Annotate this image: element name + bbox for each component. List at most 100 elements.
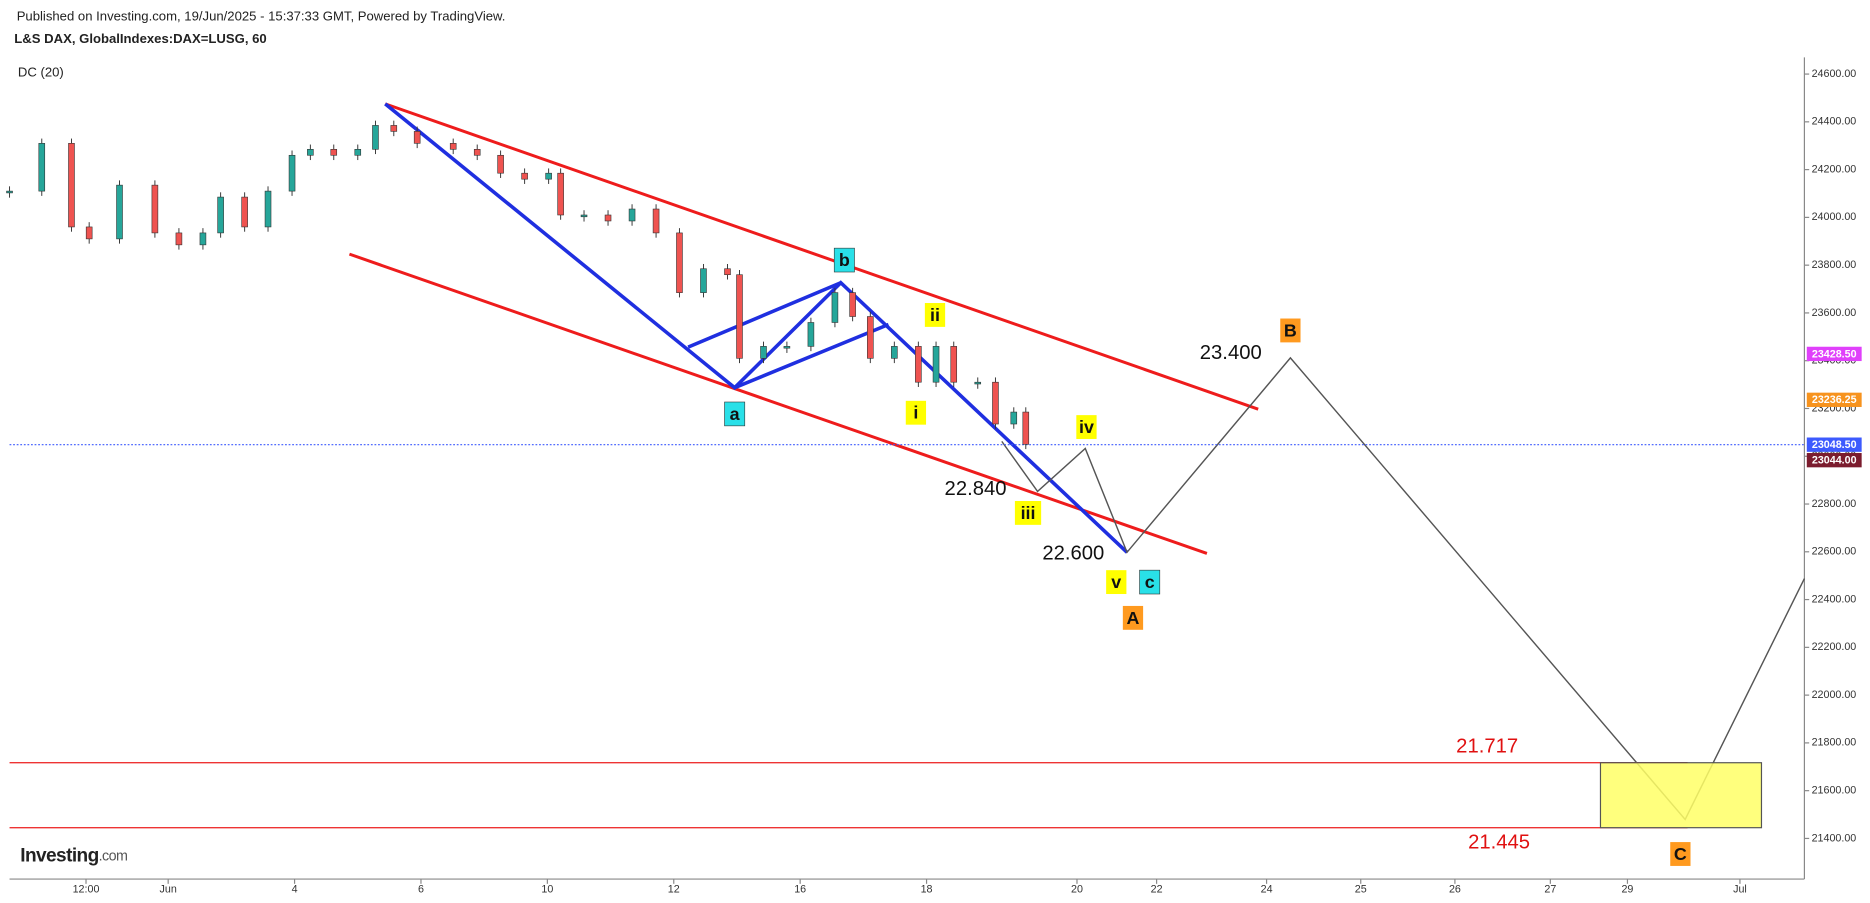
b-channel	[687, 281, 842, 349]
candle	[580, 214, 588, 218]
wave-label: iii	[1021, 503, 1036, 523]
wave-label-box	[1122, 605, 1144, 630]
wave-label: B	[1284, 320, 1297, 340]
wave-label-box	[905, 400, 927, 425]
target-label: 22.600	[1042, 543, 1104, 565]
drawings	[348, 102, 1806, 821]
y-tick-label: 21800.00	[1812, 737, 1857, 749]
candle	[175, 232, 183, 246]
candle	[545, 172, 552, 180]
candle	[288, 154, 296, 192]
x-tick-label: 16	[794, 884, 806, 896]
candle	[760, 346, 767, 359]
candle	[413, 131, 421, 144]
price-tag	[1806, 453, 1862, 468]
candle	[992, 381, 999, 425]
price-tag	[1806, 392, 1862, 407]
candle	[676, 232, 683, 293]
x-tick-label: 24	[1261, 884, 1273, 896]
x-tick-label: 12:00	[73, 884, 100, 896]
wave-label-box	[1139, 569, 1161, 595]
wave-label-box	[924, 303, 946, 327]
y-tick-label: 22400.00	[1812, 593, 1857, 605]
y-tick-label: 21600.00	[1812, 784, 1857, 796]
x-tick-label: 26	[1449, 884, 1461, 896]
y-tick-label: 22600.00	[1812, 546, 1857, 558]
candle	[217, 196, 224, 234]
y-tick-label: 22800.00	[1812, 498, 1857, 510]
wave-label: i	[913, 403, 918, 423]
candle	[330, 149, 338, 156]
candle	[849, 292, 856, 317]
b-channel	[733, 322, 890, 390]
candle	[116, 184, 123, 240]
y-tick-label: 24600.00	[1812, 68, 1857, 80]
candle	[700, 268, 707, 293]
candle	[241, 196, 248, 228]
candle	[449, 143, 457, 150]
price-tag-label: 23048.50	[1812, 439, 1857, 451]
y-tick-label: 23600.00	[1812, 307, 1857, 319]
candle	[867, 316, 874, 359]
wave-label-box	[1014, 500, 1042, 525]
brand-suffix: .com	[99, 848, 128, 864]
wave-label-box	[1670, 842, 1691, 866]
y-tick-label: 24200.00	[1812, 163, 1857, 175]
y-tick-label: 22200.00	[1812, 641, 1857, 653]
candle	[372, 125, 379, 150]
candle	[724, 268, 731, 276]
candle	[390, 125, 398, 132]
wave-label: b	[839, 250, 850, 270]
y-tick-label: 24000.00	[1812, 211, 1857, 223]
candle	[604, 214, 612, 222]
candle	[736, 274, 743, 359]
candle	[151, 184, 159, 234]
x-tick-label: 20	[1071, 884, 1083, 896]
x-tick-label: 12	[668, 884, 680, 896]
candle	[38, 143, 46, 192]
candle	[831, 292, 839, 323]
x-tick-label: 18	[921, 884, 933, 896]
x-tick-label: Jun	[160, 884, 177, 896]
symbol: L&S DAX, GlobalIndexes:DAX=LUSG, 60	[14, 31, 266, 46]
candle	[521, 172, 528, 180]
candle	[264, 190, 272, 228]
x-tick-label: 25	[1355, 884, 1367, 896]
wave-label: C	[1674, 844, 1687, 864]
candle	[473, 149, 481, 156]
target-label: 23.400	[1200, 342, 1262, 364]
wave-label-box	[1280, 318, 1301, 343]
y-tick-label: 22000.00	[1812, 689, 1857, 701]
wave-label-box	[1076, 415, 1097, 439]
candle	[85, 226, 93, 240]
target-zone	[1599, 762, 1763, 829]
indicator-label: DC (20)	[18, 64, 64, 79]
candle	[932, 346, 940, 383]
candle	[915, 346, 922, 383]
x-tick-label: 27	[1544, 884, 1556, 896]
x-tick-label: 22	[1151, 884, 1163, 896]
candle	[1022, 411, 1030, 445]
x-tick-label: 6	[418, 884, 424, 896]
y-tick-label: 21400.00	[1812, 832, 1857, 844]
candle	[974, 381, 982, 385]
candle	[68, 143, 75, 228]
channel-upper	[384, 102, 1259, 411]
brand-name: Investing	[20, 845, 98, 866]
candle	[199, 232, 207, 246]
channel-lower	[348, 252, 1208, 555]
wave-label-box	[724, 401, 746, 427]
candle	[307, 149, 314, 156]
candle	[950, 346, 958, 383]
price-tag-label: 23428.50	[1812, 348, 1857, 360]
candle	[783, 346, 791, 349]
candle	[557, 172, 564, 216]
wave-label: ii	[930, 305, 940, 325]
candle	[891, 346, 898, 359]
wave-label: a	[730, 404, 741, 424]
wave-path	[384, 102, 1129, 554]
wave-label-box	[1106, 570, 1127, 595]
candle	[6, 190, 13, 194]
price-tag-label: 23044.00	[1812, 455, 1857, 467]
